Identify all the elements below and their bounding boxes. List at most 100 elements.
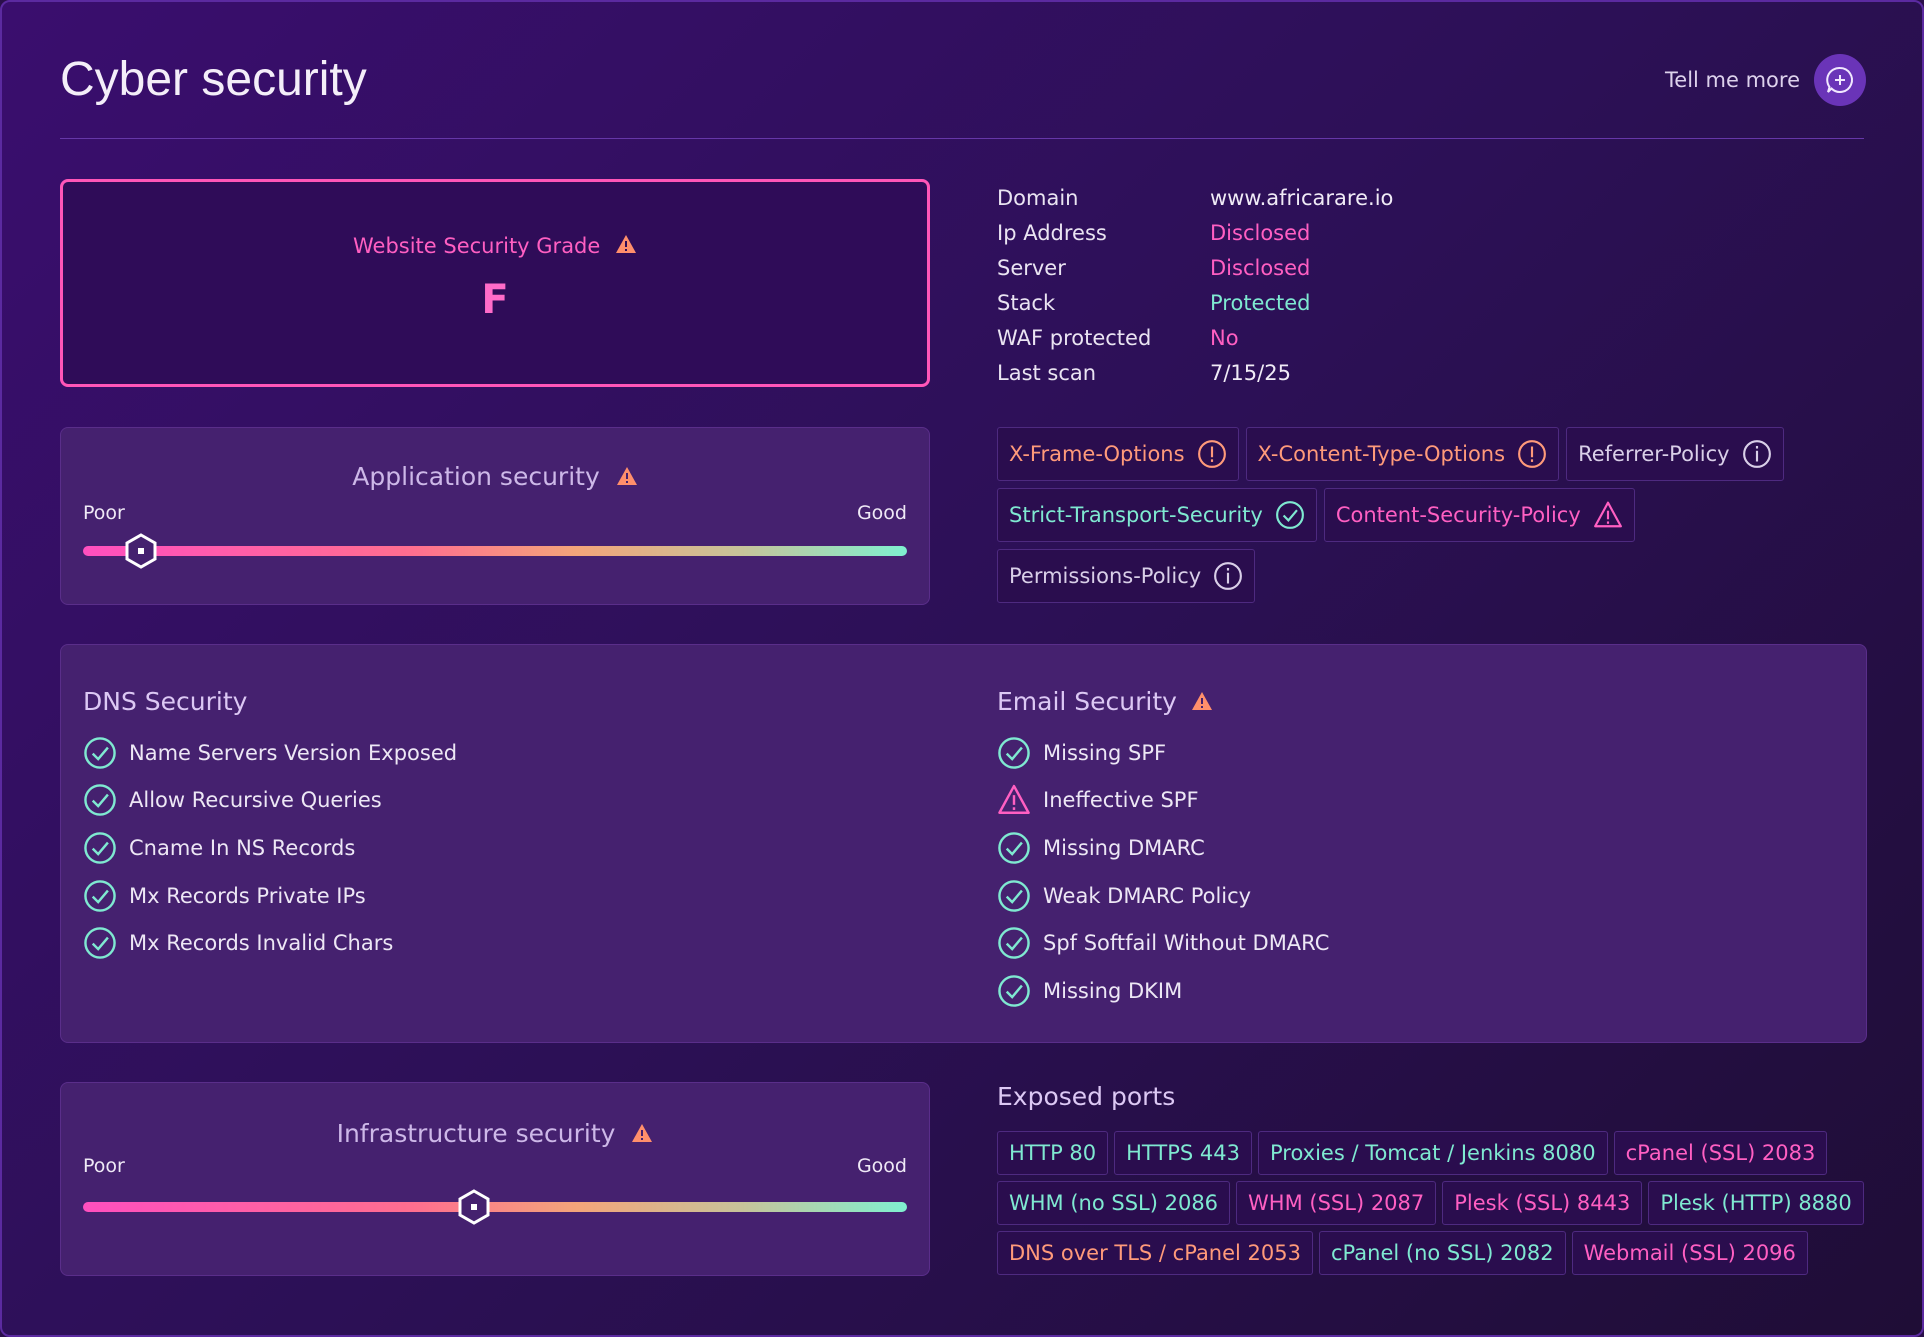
application-security-track <box>83 533 907 569</box>
check-circle-icon <box>998 879 1030 912</box>
check-circle-icon <box>84 784 116 817</box>
check-circle-icon <box>998 974 1030 1007</box>
dns-security-title: DNS Security <box>83 686 248 716</box>
check-item: Mx Records Invalid Chars <box>83 919 457 967</box>
port-chip[interactable]: WHM (SSL) 2087 <box>1236 1181 1437 1225</box>
info-key: Domain <box>997 185 1079 210</box>
header-chip-label: Strict-Transport-Security <box>1009 503 1263 527</box>
check-circle-icon <box>84 832 116 864</box>
header-chip[interactable]: Strict-Transport-Security <box>997 488 1317 542</box>
info-row: Last scan 7/15/25 <box>997 355 1393 390</box>
port-chip[interactable]: DNS over TLS / cPanel 2053 <box>997 1231 1313 1275</box>
email-security-list: Missing SPF Ineffective SPF Missing DMAR… <box>997 729 1329 1015</box>
exclamation-circle-icon <box>1197 440 1226 468</box>
exposed-ports-list: HTTP 80 HTTPS 443 Proxies / Tomcat / Jenki… <box>997 1131 1877 1275</box>
check-item-label: Name Servers Version Exposed <box>129 740 458 765</box>
infrastructure-security-track <box>83 1189 907 1225</box>
info-value: No <box>1210 325 1239 350</box>
info-circle-icon <box>1742 440 1771 468</box>
check-item: Allow Recursive Queries <box>83 777 457 825</box>
header-chip[interactable]: X-Content-Type-Options <box>1245 427 1560 481</box>
warning-triangle-icon <box>1191 692 1212 710</box>
header-chip-label: Content-Security-Policy <box>1335 503 1581 527</box>
check-item: Mx Records Private IPs <box>83 872 457 920</box>
header-chip[interactable]: Content-Security-Policy <box>1323 488 1635 542</box>
infrastructure-title-row: Infrastructure security <box>61 1119 929 1148</box>
check-item: Name Servers Version Exposed <box>83 729 457 777</box>
check-item: Ineffective SPF <box>997 777 1329 825</box>
warning-triangle-icon <box>616 467 637 485</box>
check-item-label: Mx Records Private IPs <box>129 883 366 908</box>
port-chip[interactable]: cPanel (no SSL) 2082 <box>1319 1231 1566 1275</box>
info-key: WAF protected <box>997 325 1152 350</box>
tell-me-more[interactable]: Tell me more <box>1665 54 1866 106</box>
port-chip[interactable]: cPanel (SSL) 2083 <box>1613 1131 1828 1175</box>
check-circle-icon <box>84 927 116 959</box>
header-chip-label: X-Frame-Options <box>1009 442 1185 466</box>
warning-triangle-icon <box>1593 501 1622 528</box>
dns-security-title-row: DNS Security <box>83 683 457 719</box>
info-value: 7/15/25 <box>1210 360 1291 385</box>
check-circle-icon <box>1275 501 1304 529</box>
email-security-section: Email Security Missing SPF Ineffective S… <box>997 683 1329 1015</box>
info-row: Ip Address Disclosed <box>997 215 1393 250</box>
header-chip[interactable]: X-Frame-Options <box>997 427 1239 481</box>
poor-label: Poor <box>83 502 125 524</box>
port-chip[interactable]: Plesk (SSL) 8443 <box>1442 1181 1643 1225</box>
warning-triangle-icon <box>616 235 636 253</box>
port-chip[interactable]: HTTP 80 <box>997 1131 1109 1175</box>
info-row: Server Disclosed <box>997 250 1393 285</box>
check-item: Weak DMARC Policy <box>997 872 1329 920</box>
exclamation-circle-icon <box>1518 440 1546 468</box>
info-key: Stack <box>997 290 1056 315</box>
tell-me-more-label[interactable]: Tell me more <box>1665 68 1800 92</box>
port-chip[interactable]: Webmail (SSL) 2096 <box>1571 1231 1808 1275</box>
check-item: Missing SPF <box>997 729 1329 777</box>
info-row: WAF protected No <box>997 320 1393 355</box>
port-chip[interactable]: Proxies / Tomcat / Jenkins 8080 <box>1257 1131 1608 1175</box>
info-circle-icon <box>1214 562 1243 590</box>
application-security-knob[interactable] <box>123 533 159 569</box>
header-chip[interactable]: Referrer-Policy <box>1566 427 1784 481</box>
infrastructure-security-card: Infrastructure security Poor Good <box>60 1082 930 1276</box>
check-item-label: Mx Records Invalid Chars <box>129 931 394 956</box>
info-key: Last scan <box>997 360 1097 385</box>
check-item-label: Missing SPF <box>1043 740 1167 765</box>
header-chip[interactable]: Permissions-Policy <box>997 549 1256 603</box>
infrastructure-security-knob[interactable] <box>456 1189 492 1225</box>
info-value: Protected <box>1210 290 1311 315</box>
poor-label: Poor <box>83 1155 125 1177</box>
grade-label: Website Security Grade <box>352 234 601 258</box>
info-value: www.africarare.io <box>1210 185 1394 210</box>
dns-email-card: DNS Security Name Servers Version Expose… <box>60 644 1867 1043</box>
header-chip-label: Referrer-Policy <box>1578 442 1730 466</box>
header-divider <box>60 138 1864 139</box>
port-chip[interactable]: WHM (no SSL) 2086 <box>997 1181 1231 1225</box>
exposed-ports-title: Exposed ports <box>997 1082 1176 1111</box>
security-grade-card: Website Security Grade F <box>60 179 930 387</box>
grade-label-row: Website Security Grade <box>63 234 927 258</box>
warning-triangle-icon <box>998 785 1030 815</box>
chat-plus-icon <box>1826 66 1853 93</box>
email-security-title: Email Security <box>997 686 1177 716</box>
info-key: Ip Address <box>997 220 1107 245</box>
check-item-label: Ineffective SPF <box>1043 788 1199 813</box>
check-item-label: Weak DMARC Policy <box>1043 883 1252 908</box>
dns-security-section: DNS Security Name Servers Version Expose… <box>83 683 457 967</box>
good-label: Good <box>856 502 907 524</box>
good-label: Good <box>856 1155 907 1177</box>
email-security-title-row: Email Security <box>997 683 1329 719</box>
port-chip[interactable]: Plesk (HTTP) 8880 <box>1648 1181 1864 1225</box>
application-security-card: Application security Poor Good <box>60 427 930 605</box>
check-item: Missing DMARC <box>997 824 1329 872</box>
chat-plus-button[interactable] <box>1814 54 1866 106</box>
infrastructure-security-title: Infrastructure security <box>336 1119 616 1148</box>
header-chip-label: Permissions-Policy <box>1009 564 1202 588</box>
dns-security-list: Name Servers Version Exposed Allow Recur… <box>83 729 457 967</box>
check-item-label: Missing DMARC <box>1043 835 1205 860</box>
port-chip[interactable]: HTTPS 443 <box>1114 1131 1252 1175</box>
check-item: Missing DKIM <box>997 967 1329 1015</box>
check-item-label: Spf Softfail Without DMARC <box>1043 931 1330 956</box>
check-item: Cname In NS Records <box>83 824 457 872</box>
